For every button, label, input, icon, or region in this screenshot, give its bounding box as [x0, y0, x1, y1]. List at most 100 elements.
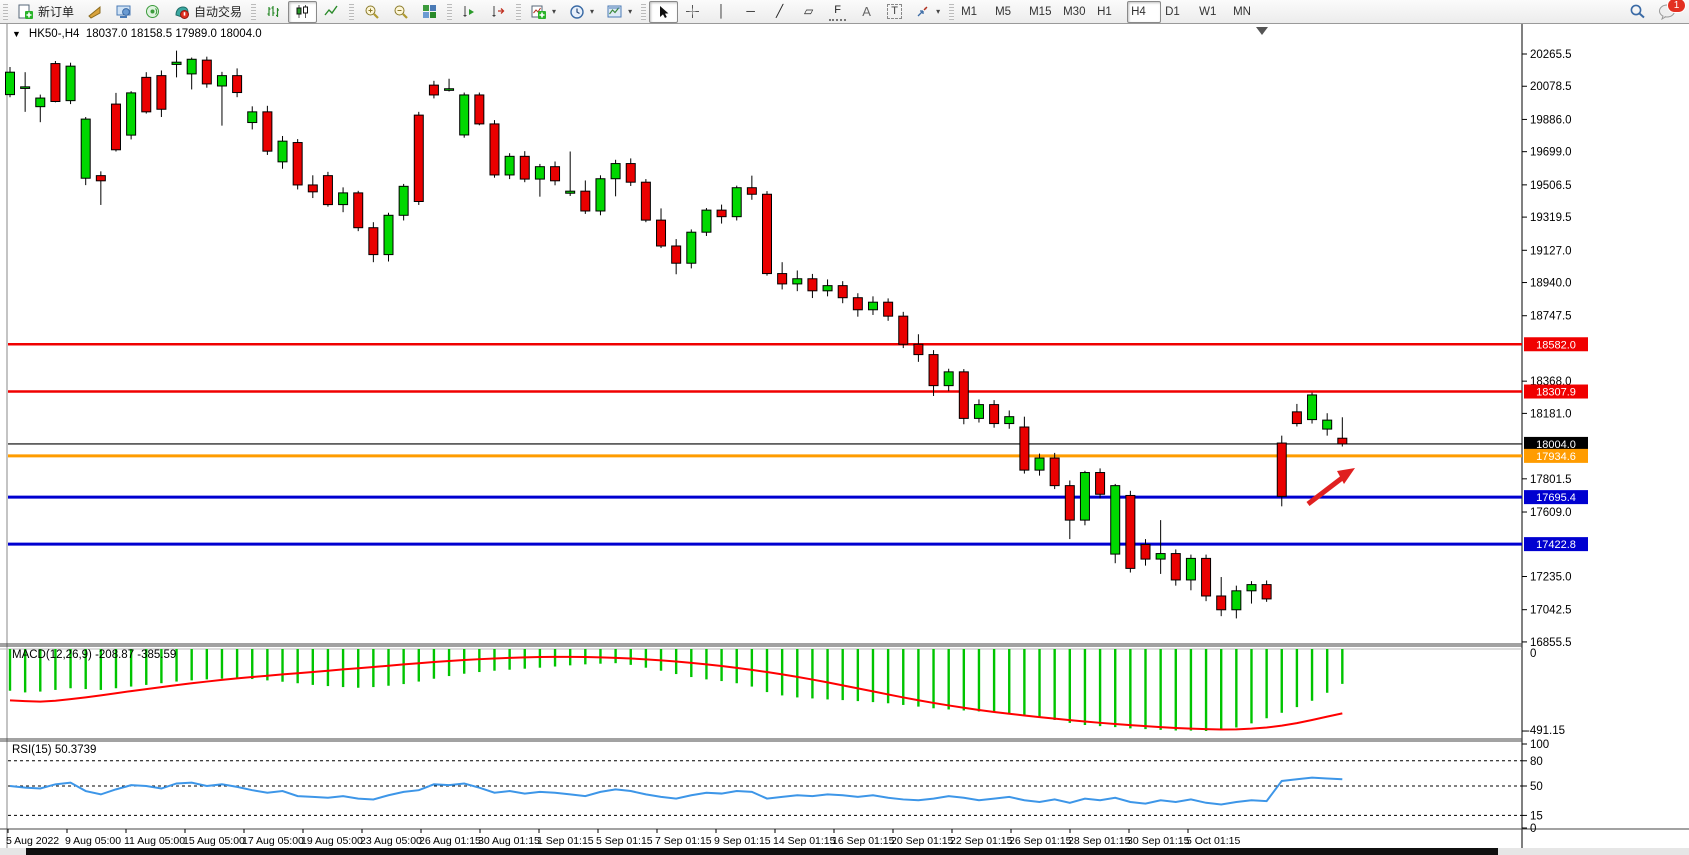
candle-bearish: [232, 75, 243, 94]
indicators-button[interactable]: ▾: [524, 1, 562, 23]
candle-bearish: [837, 285, 848, 299]
arrows-icon: [914, 3, 931, 20]
trendline-tool-button[interactable]: ╱: [765, 1, 794, 23]
timeframe-button-h1[interactable]: H1: [1097, 5, 1112, 18]
timeframe-button-w1[interactable]: W1: [1199, 5, 1217, 18]
candle-bearish: [156, 75, 167, 110]
candle-bullish: [65, 65, 76, 102]
new-order-button[interactable]: 新订单: [11, 1, 80, 23]
timeframe-button-d1[interactable]: D1: [1165, 5, 1180, 18]
rsi-axis-label: 80: [1530, 756, 1543, 768]
candle-bullish: [1079, 472, 1090, 521]
chart-title-bar: ▼ HK50-,H4 18037.0 18158.5 17989.0 18004…: [12, 28, 262, 40]
candle-bearish: [95, 175, 106, 182]
chart-symbol-period: HK50-,H4: [28, 28, 80, 40]
candle-bullish: [1004, 416, 1015, 425]
candle-bullish: [1034, 457, 1045, 471]
toolbar-drag-handle[interactable]: [3, 3, 8, 20]
periods-button[interactable]: ▾: [562, 1, 600, 23]
chart-shift-marker[interactable]: [1256, 27, 1268, 35]
line-chart-button[interactable]: [317, 1, 346, 23]
toolbar-drag-handle[interactable]: [447, 3, 453, 20]
candle-bearish: [1095, 472, 1106, 495]
bottom-strip-left-end: [0, 848, 26, 855]
vertical-line-tool-button[interactable]: │: [707, 1, 736, 23]
equidistant-channel-icon: ▱: [803, 4, 814, 18]
candle-bearish: [1125, 494, 1136, 569]
timeframe-button-m1[interactable]: M1: [961, 5, 978, 18]
sound-button[interactable]: [80, 1, 109, 23]
candle-bearish: [428, 84, 439, 96]
candle-bearish: [716, 209, 727, 218]
toolbar-drag-handle[interactable]: [641, 3, 647, 20]
candle-bullish: [731, 187, 742, 218]
candle-bearish: [353, 192, 364, 229]
price-tick-label: 19506.5: [1530, 180, 1572, 192]
timeframe-button-h4[interactable]: H4: [1127, 0, 1162, 23]
zoom-out-button[interactable]: [386, 1, 415, 23]
timeframe-button-mn[interactable]: MN: [1233, 5, 1251, 18]
auto-scroll-button[interactable]: [455, 1, 484, 23]
price-badge-18582.0: [1524, 337, 1588, 352]
templates-button[interactable]: ▾: [600, 1, 638, 23]
candle-bearish: [413, 114, 424, 202]
timeframe-button-m30[interactable]: M30: [1063, 5, 1086, 18]
timeframe-button-m5[interactable]: M5: [995, 5, 1012, 18]
timeframe-button-m15[interactable]: M15: [1029, 5, 1052, 18]
search-button[interactable]: [1623, 1, 1652, 23]
chart-shift-button[interactable]: [484, 1, 513, 23]
candle-bullish: [686, 231, 697, 264]
candle-bullish: [20, 86, 31, 89]
dropdown-caret: ▾: [590, 7, 595, 16]
terminal-button[interactable]: [109, 1, 138, 23]
time-label: 22 Sep 01:15: [950, 835, 1013, 847]
toolbar-drag-handle[interactable]: [949, 3, 955, 20]
cursor-icon: [655, 3, 672, 20]
price-tick-label: 17235.0: [1530, 572, 1572, 584]
candle-bearish: [1140, 544, 1151, 560]
channel-tool-button[interactable]: ▱: [794, 1, 823, 23]
candle-bearish: [368, 227, 379, 256]
macd-axis-max: 0: [1530, 648, 1536, 660]
time-label: 23 Aug 05:00: [360, 835, 422, 847]
candle-bearish: [671, 245, 682, 264]
cursor-tool-button[interactable]: [649, 0, 679, 23]
text-tool-button[interactable]: A: [852, 1, 881, 23]
time-label: 11 Aug 05:00: [124, 835, 185, 847]
toolbar-drag-handle[interactable]: [349, 3, 355, 20]
candle-bullish: [595, 178, 606, 212]
candle-bearish: [852, 297, 863, 311]
candlestick-chart-button[interactable]: [288, 0, 318, 23]
candle-bearish: [1201, 557, 1212, 597]
candle-bearish: [489, 123, 500, 176]
candle-bearish: [110, 103, 121, 151]
toolbar-drag-handle[interactable]: [251, 3, 257, 20]
autotrading-button[interactable]: 自动交易: [167, 1, 248, 23]
rsi-axis-label: 100: [1530, 739, 1549, 751]
time-label: 28 Sep 01:15: [1068, 835, 1131, 847]
annotation-arrow[interactable]: [1306, 473, 1348, 506]
fibonacci-tool-button[interactable]: F: [823, 1, 852, 23]
candle-bullish: [80, 118, 91, 179]
signals-button[interactable]: [138, 1, 167, 23]
candle-bearish: [928, 354, 939, 387]
candle-bullish: [398, 185, 409, 216]
toolbar-drag-handle[interactable]: [516, 3, 522, 20]
candle-bearish: [1170, 553, 1181, 581]
arrows-tool-button[interactable]: ▾: [908, 1, 946, 23]
crosshair-tool-button[interactable]: [678, 1, 707, 23]
notifications-button[interactable]: 1: [1652, 0, 1686, 23]
chart-collapse-icon[interactable]: ▼: [12, 29, 21, 39]
text-label-tool-button[interactable]: T: [881, 1, 908, 23]
speaker-icon: [86, 3, 103, 20]
bar-chart-button[interactable]: [259, 1, 288, 23]
dropdown-caret: ▾: [552, 7, 557, 16]
candles-group[interactable]: [5, 50, 1348, 619]
candle-bullish: [216, 75, 227, 87]
tile-windows-button[interactable]: [415, 1, 444, 23]
zoom-in-button[interactable]: [357, 1, 386, 23]
horizontal-line-tool-button[interactable]: ─: [736, 1, 765, 23]
candle-bearish: [1019, 426, 1030, 471]
search-icon: [1629, 3, 1646, 20]
